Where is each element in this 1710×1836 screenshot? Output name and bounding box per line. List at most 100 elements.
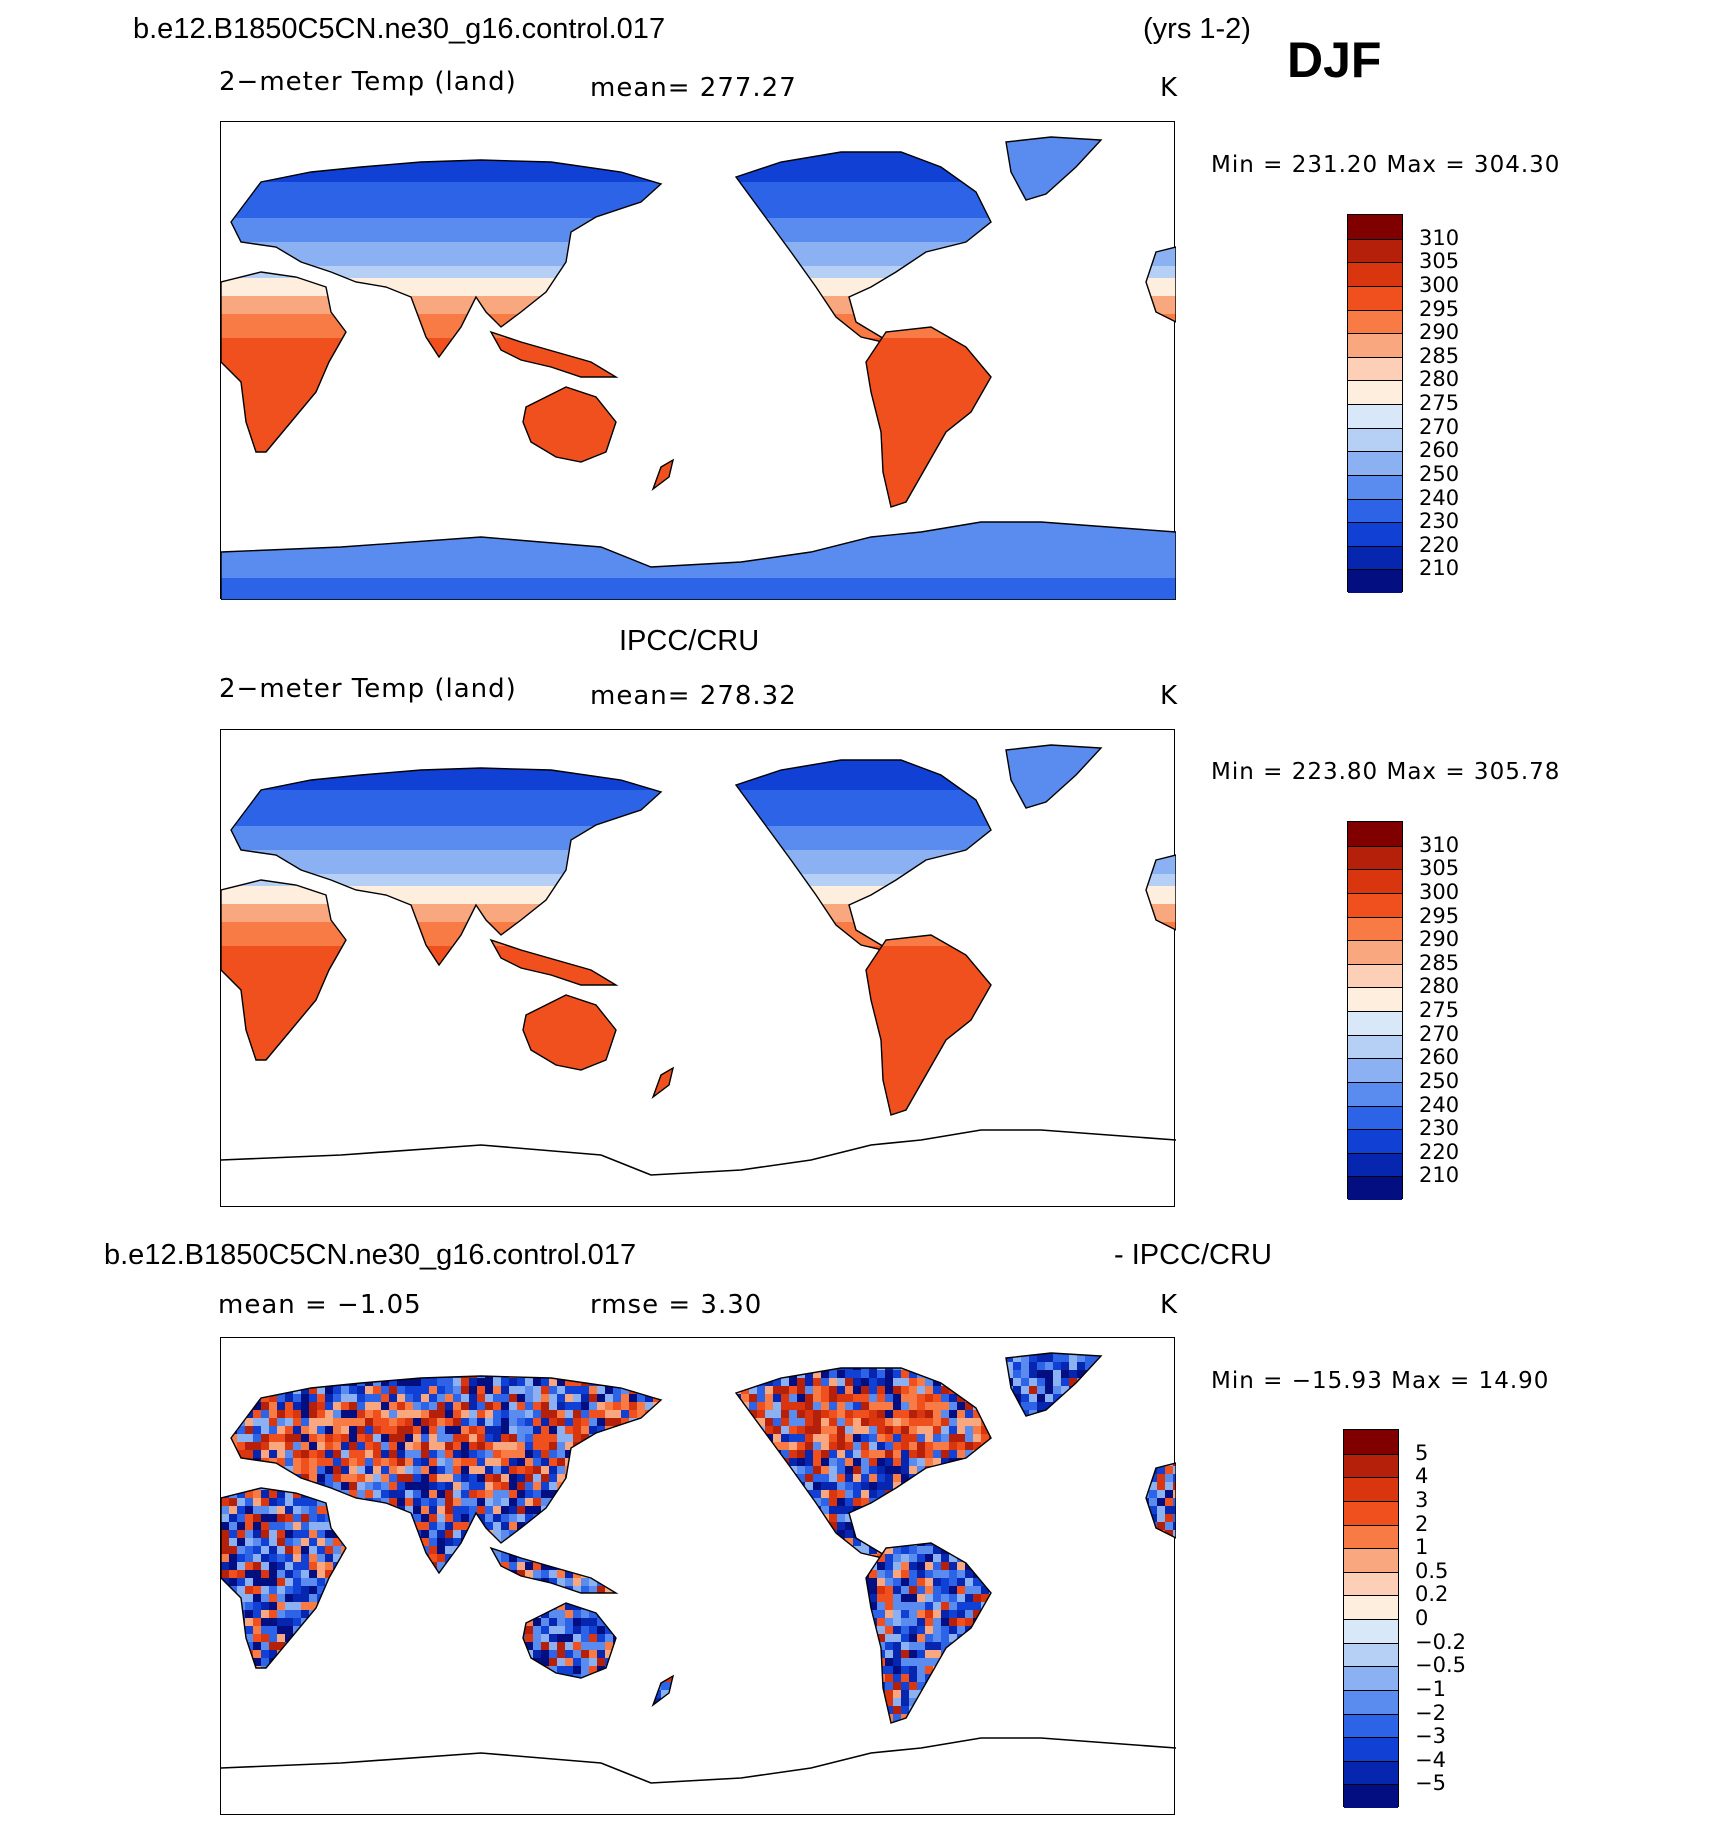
diff-cell xyxy=(1149,1402,1158,1411)
diff-cell xyxy=(1085,1394,1094,1403)
diff-cell xyxy=(221,1426,230,1435)
diff-cell xyxy=(653,1458,662,1467)
diff-cell xyxy=(661,1434,670,1443)
diff-cell xyxy=(437,1402,446,1411)
diff-cell xyxy=(1029,1338,1038,1347)
temp-band xyxy=(221,1006,1176,1013)
diff-cell xyxy=(437,1418,446,1427)
diff-cell xyxy=(397,1514,406,1523)
diff-cell xyxy=(1125,1522,1134,1531)
temp-band xyxy=(221,1102,1176,1109)
diff-cell xyxy=(869,1506,878,1515)
diff-cell xyxy=(685,1498,694,1507)
diff-cell xyxy=(1045,1442,1054,1451)
temp-band xyxy=(221,964,1176,971)
diff-cell xyxy=(693,1530,702,1539)
temp-band xyxy=(221,332,1176,339)
diff-cell xyxy=(677,1410,686,1419)
diff-cell xyxy=(493,1458,502,1467)
temp-band xyxy=(221,404,1176,411)
panel1-colorbar xyxy=(1347,214,1403,592)
diff-cell xyxy=(253,1466,262,1475)
temp-band xyxy=(221,952,1176,959)
temp-band xyxy=(221,736,1176,743)
diff-cell xyxy=(581,1554,590,1563)
diff-cell xyxy=(965,1378,974,1387)
diff-cell xyxy=(605,1338,614,1347)
temp-band xyxy=(221,314,1176,321)
diff-cell xyxy=(533,1426,542,1435)
panel3-units: K xyxy=(1160,1292,1178,1318)
diff-cell xyxy=(869,1338,878,1347)
temp-band xyxy=(221,1078,1176,1085)
temp-band xyxy=(221,898,1176,905)
diff-cell xyxy=(1029,1514,1038,1523)
diff-cell xyxy=(677,1450,686,1459)
diff-cell xyxy=(685,1386,694,1395)
diff-cell xyxy=(1125,1538,1134,1547)
diff-cell xyxy=(773,1522,782,1531)
diff-cell xyxy=(549,1394,558,1403)
diff-cell xyxy=(701,1450,710,1459)
temp-band xyxy=(221,976,1176,983)
diff-cell xyxy=(1141,1530,1150,1539)
diff-cell xyxy=(981,1370,990,1379)
temp-band xyxy=(221,416,1176,423)
diff-cell xyxy=(645,1426,654,1435)
diff-cell xyxy=(293,1458,302,1467)
temp-band xyxy=(221,1180,1176,1187)
diff-cell xyxy=(749,1474,758,1483)
diff-cell xyxy=(701,1458,710,1467)
diff-cell xyxy=(877,1538,886,1547)
temp-band xyxy=(221,1078,1176,1085)
diff-cell xyxy=(1037,1434,1046,1443)
diff-cell xyxy=(949,1490,958,1499)
diff-cell xyxy=(605,1346,614,1355)
diff-cell xyxy=(1117,1474,1126,1483)
temp-band xyxy=(221,554,1176,561)
diff-cell xyxy=(581,1546,590,1555)
diff-cell xyxy=(445,1458,454,1467)
diff-cell xyxy=(1117,1378,1126,1387)
diff-cell xyxy=(821,1354,830,1363)
temp-band xyxy=(221,940,1176,947)
diff-cell xyxy=(941,1498,950,1507)
diff-cell xyxy=(541,1338,550,1347)
temp-band xyxy=(221,826,1176,833)
diff-cell xyxy=(661,1514,670,1523)
diff-cell xyxy=(1157,1450,1166,1459)
diff-cell xyxy=(597,1346,606,1355)
temp-band xyxy=(221,916,1176,923)
temp-band xyxy=(221,422,1176,429)
diff-cell xyxy=(997,1530,1006,1539)
temp-band xyxy=(221,970,1176,977)
temp-band xyxy=(221,494,1176,501)
diff-cell xyxy=(485,1538,494,1547)
diff-cell xyxy=(941,1490,950,1499)
diff-cell xyxy=(573,1346,582,1355)
diff-cell xyxy=(981,1554,990,1563)
temp-band xyxy=(221,916,1176,923)
temp-band xyxy=(221,476,1176,483)
diff-cell xyxy=(749,1482,758,1491)
diff-cell xyxy=(509,1410,518,1419)
diff-cell xyxy=(469,1442,478,1451)
temp-band xyxy=(221,284,1176,291)
temp-band xyxy=(221,916,1176,923)
diff-cell xyxy=(645,1522,654,1531)
diff-cell xyxy=(381,1410,390,1419)
diff-cell xyxy=(1157,1402,1166,1411)
diff-cell xyxy=(477,1482,486,1491)
diff-cell xyxy=(517,1418,526,1427)
diff-cell xyxy=(1101,1402,1110,1411)
diff-cell xyxy=(349,1522,358,1531)
temp-band xyxy=(221,928,1176,935)
diff-cell xyxy=(1101,1362,1110,1371)
diff-cell xyxy=(477,1410,486,1419)
diff-cell xyxy=(237,1482,246,1491)
diff-cell xyxy=(317,1434,326,1443)
diff-cell xyxy=(1125,1362,1134,1371)
diff-cell xyxy=(1173,1346,1176,1355)
diff-cell xyxy=(269,1338,278,1347)
diff-cell xyxy=(1053,1442,1062,1451)
